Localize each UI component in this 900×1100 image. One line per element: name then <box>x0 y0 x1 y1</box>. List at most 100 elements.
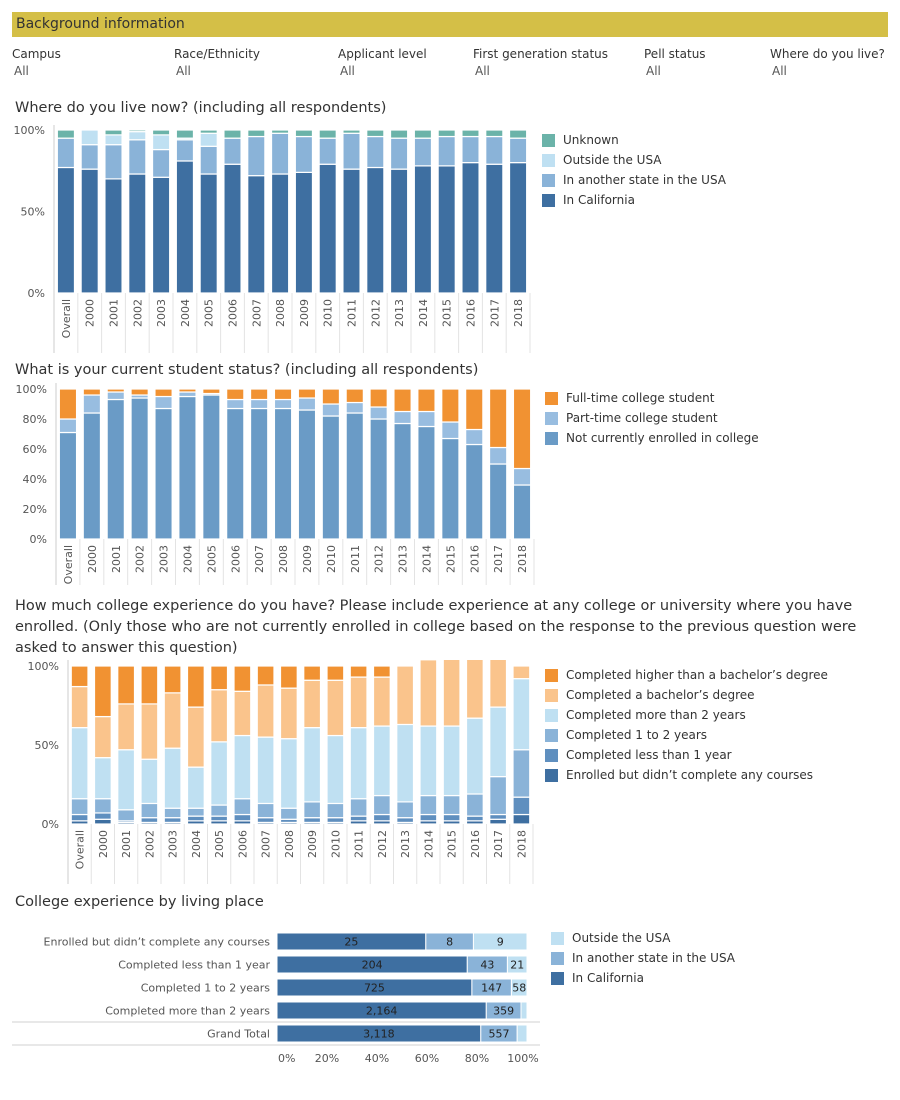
bar-segment-2008-full-time-college-student[interactable] <box>273 388 293 401</box>
bar-segment-2009-not-currently-enrolled-in-college[interactable] <box>297 409 317 540</box>
bar-segment-2004-full-time-college-student[interactable] <box>178 388 197 393</box>
bar-segment-2005-completed-less-than-1-year[interactable] <box>210 815 229 822</box>
bar-segment-overall-completed-less-than-1-year[interactable] <box>70 813 89 822</box>
bar-segment-2002-completed-higher-than-a-bachelor-s-degree[interactable] <box>140 665 159 705</box>
bar-segment-2000-in-another-state-in-the-usa[interactable] <box>80 144 99 170</box>
bar-segment-2016-completed-a-bachelor-s-degree[interactable] <box>465 660 484 719</box>
bar-segment-2010-full-time-college-student[interactable] <box>321 388 341 405</box>
bar-segment-2018-not-currently-enrolled-in-college[interactable] <box>512 484 532 540</box>
bar-segment-2012-completed-a-bachelor-s-degree[interactable] <box>372 676 391 727</box>
bar-segment-2013-in-another-state-in-the-usa[interactable] <box>389 137 409 170</box>
bar-segment-2011-full-time-college-student[interactable] <box>345 388 364 404</box>
bar-segment-2017-completed-1-to-2-years[interactable] <box>489 775 508 816</box>
bar-segment-2005-completed-1-to-2-years[interactable] <box>210 804 229 817</box>
bar-segment-overall-in-another-state-in-the-usa[interactable] <box>56 137 76 169</box>
bar-segment-2006-part-time-college-student[interactable] <box>226 398 245 410</box>
bar-segment-2001-full-time-college-student[interactable] <box>106 388 125 393</box>
bar-segment-2010-completed-more-than-2-years[interactable] <box>326 734 345 805</box>
bar-segment-2000-not-currently-enrolled-in-college[interactable] <box>82 412 102 540</box>
bar-segment-completed-more-than-2-years-outside-the-usa[interactable] <box>520 1001 528 1020</box>
bar-segment-2012-not-currently-enrolled-in-college[interactable] <box>369 418 388 540</box>
legend-item-outside-the-usa[interactable]: Outside the USA <box>542 150 726 170</box>
bar-segment-2009-part-time-college-student[interactable] <box>297 397 317 411</box>
legend-item-in-california[interactable]: In California <box>542 190 726 210</box>
bar-segment-2000-outside-the-usa[interactable] <box>80 129 99 146</box>
legend-item-unknown[interactable]: Unknown <box>542 130 726 150</box>
bar-segment-2004-in-california[interactable] <box>175 160 195 294</box>
bar-segment-2011-in-california[interactable] <box>342 168 361 294</box>
bar-segment-2015-completed-1-to-2-years[interactable] <box>442 794 461 816</box>
bar-segment-2001-completed-a-bachelor-s-degree[interactable] <box>117 703 136 751</box>
bar-segment-2015-part-time-college-student[interactable] <box>441 421 460 440</box>
filter-value[interactable]: All <box>176 64 191 78</box>
bar-segment-2017-completed-less-than-1-year[interactable] <box>489 813 508 820</box>
bar-segment-2005-not-currently-enrolled-in-college[interactable] <box>202 394 221 540</box>
bar-segment-2002-completed-a-bachelor-s-degree[interactable] <box>140 703 159 760</box>
bar-segment-2000-completed-1-to-2-years[interactable] <box>93 798 112 814</box>
bar-segment-2005-in-another-state-in-the-usa[interactable] <box>199 145 218 175</box>
bar-segment-2004-part-time-college-student[interactable] <box>178 391 197 398</box>
bar-segment-2014-part-time-college-student[interactable] <box>417 410 436 428</box>
filter-value[interactable]: All <box>772 64 787 78</box>
bar-segment-2000-full-time-college-student[interactable] <box>82 388 102 396</box>
bar-segment-2008-unknown[interactable] <box>270 129 290 134</box>
bar-segment-2001-in-california[interactable] <box>104 178 123 294</box>
bar-segment-2001-part-time-college-student[interactable] <box>106 391 125 401</box>
bar-segment-2014-completed-less-than-1-year[interactable] <box>419 813 438 822</box>
bar-segment-2006-completed-a-bachelor-s-degree[interactable] <box>233 690 252 737</box>
bar-segment-2002-outside-the-usa[interactable] <box>128 131 147 141</box>
bar-segment-2008-completed-higher-than-a-bachelor-s-degree[interactable] <box>279 665 298 689</box>
bar-segment-2017-completed-more-than-2-years[interactable] <box>489 706 508 778</box>
bar-segment-2016-part-time-college-student[interactable] <box>465 428 484 446</box>
filter-where-live[interactable]: Where do you live? All <box>770 47 885 78</box>
bar-segment-2018-full-time-college-student[interactable] <box>512 388 532 470</box>
bar-segment-2015-completed-more-than-2-years[interactable] <box>442 725 461 797</box>
bar-segment-2014-in-another-state-in-the-usa[interactable] <box>413 137 433 167</box>
filter-applicant-level[interactable]: Applicant level All <box>338 47 427 78</box>
filter-race-ethnicity[interactable]: Race/Ethnicity All <box>174 47 260 78</box>
bar-segment-2001-in-another-state-in-the-usa[interactable] <box>104 144 123 180</box>
bar-segment-2006-unknown[interactable] <box>223 129 242 139</box>
bar-segment-2002-completed-more-than-2-years[interactable] <box>140 758 159 805</box>
bar-segment-2009-completed-a-bachelor-s-degree[interactable] <box>303 679 322 729</box>
bar-segment-2006-not-currently-enrolled-in-college[interactable] <box>226 407 245 540</box>
bar-segment-2014-in-california[interactable] <box>413 165 433 294</box>
bar-segment-2011-part-time-college-student[interactable] <box>345 401 364 414</box>
bar-segment-2010-unknown[interactable] <box>318 129 337 139</box>
bar-segment-2014-full-time-college-student[interactable] <box>417 388 436 413</box>
bar-segment-2006-in-another-state-in-the-usa[interactable] <box>223 137 242 165</box>
bar-segment-2017-enrolled-but-didn-t-complete-any-courses[interactable] <box>489 818 508 825</box>
bar-segment-2009-in-another-state-in-the-usa[interactable] <box>294 135 314 173</box>
bar-segment-2013-completed-more-than-2-years[interactable] <box>396 723 415 803</box>
bar-segment-2001-unknown[interactable] <box>104 129 123 136</box>
bar-segment-2003-unknown[interactable] <box>151 129 171 136</box>
legend-item-completed-less-than-1-year[interactable]: Completed less than 1 year <box>545 745 828 765</box>
filter-value[interactable]: All <box>14 64 29 78</box>
bar-segment-2009-unknown[interactable] <box>294 129 314 138</box>
bar-segment-2002-not-currently-enrolled-in-college[interactable] <box>130 397 149 540</box>
bar-segment-2001-completed-higher-than-a-bachelor-s-degree[interactable] <box>117 665 136 705</box>
bar-segment-2013-in-california[interactable] <box>389 168 409 294</box>
bar-segment-2018-in-california[interactable] <box>508 161 528 294</box>
bar-segment-2008-completed-a-bachelor-s-degree[interactable] <box>279 687 298 740</box>
bar-segment-2000-completed-higher-than-a-bachelor-s-degree[interactable] <box>93 665 112 718</box>
bar-segment-2004-not-currently-enrolled-in-college[interactable] <box>178 395 197 540</box>
bar-segment-2012-full-time-college-student[interactable] <box>369 388 388 408</box>
filter-value[interactable]: All <box>340 64 355 78</box>
legend-item-completed-more-than-2-years[interactable]: Completed more than 2 years <box>545 705 828 725</box>
bar-segment-overall-part-time-college-student[interactable] <box>58 418 78 434</box>
bar-segment-2002-completed-1-to-2-years[interactable] <box>140 802 159 819</box>
bar-segment-2016-unknown[interactable] <box>461 129 480 138</box>
bar-segment-2013-completed-a-bachelor-s-degree[interactable] <box>396 665 415 726</box>
bar-segment-2016-completed-more-than-2-years[interactable] <box>465 717 484 795</box>
bar-segment-2018-completed-a-bachelor-s-degree[interactable] <box>512 665 531 680</box>
bar-segment-2001-completed-more-than-2-years[interactable] <box>117 749 136 811</box>
bar-segment-2015-full-time-college-student[interactable] <box>441 388 460 423</box>
bar-segment-overall-completed-a-bachelor-s-degree[interactable] <box>70 685 89 729</box>
bar-segment-2015-in-california[interactable] <box>437 165 456 294</box>
bar-segment-2011-in-another-state-in-the-usa[interactable] <box>342 132 361 170</box>
bar-segment-2003-completed-a-bachelor-s-degree[interactable] <box>163 692 182 749</box>
bar-segment-2014-unknown[interactable] <box>413 129 433 139</box>
filter-first-generation[interactable]: First generation status All <box>473 47 608 78</box>
bar-segment-overall-completed-higher-than-a-bachelor-s-degree[interactable] <box>70 665 89 688</box>
